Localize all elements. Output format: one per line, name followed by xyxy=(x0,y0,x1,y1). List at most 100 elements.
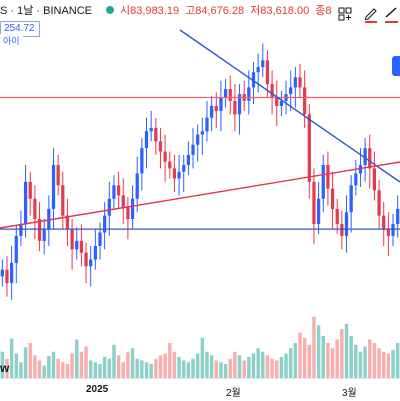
candle-body[interactable] xyxy=(377,190,381,216)
candle-body[interactable] xyxy=(228,89,232,101)
candle-body[interactable] xyxy=(270,84,274,98)
candle-body[interactable] xyxy=(182,165,186,172)
candle-body[interactable] xyxy=(79,240,84,253)
candle-body[interactable] xyxy=(89,259,93,267)
candle-body[interactable] xyxy=(75,240,79,250)
candle-body[interactable] xyxy=(0,269,4,277)
candle-body[interactable] xyxy=(23,181,28,225)
candle-body[interactable] xyxy=(386,229,390,236)
candle-body[interactable] xyxy=(372,168,377,191)
candle-body[interactable] xyxy=(126,207,130,219)
candle-body[interactable] xyxy=(335,208,339,225)
volume-bar xyxy=(19,362,23,378)
time-axis[interactable]: 2025 2월 3월 xyxy=(0,378,400,401)
candle-body[interactable] xyxy=(265,60,270,84)
candle-body[interactable] xyxy=(275,97,279,106)
candle-body[interactable] xyxy=(326,165,330,189)
candle-body[interactable] xyxy=(47,208,51,230)
candle-body[interactable] xyxy=(321,165,325,199)
candle-body[interactable] xyxy=(140,148,144,174)
line-tool-icon[interactable] xyxy=(382,0,400,28)
candle-body[interactable] xyxy=(247,87,251,101)
candle-body[interactable] xyxy=(56,165,60,186)
candle-body[interactable] xyxy=(168,161,172,169)
candle-body[interactable] xyxy=(70,229,74,250)
pencil-icon[interactable] xyxy=(358,0,384,28)
candle-body[interactable] xyxy=(93,246,97,260)
drawings[interactable] xyxy=(0,29,400,230)
candle-body[interactable] xyxy=(210,105,214,118)
candle-body[interactable] xyxy=(186,154,190,165)
candle-body[interactable] xyxy=(363,148,367,165)
candle-body[interactable] xyxy=(98,232,102,247)
candle-body[interactable] xyxy=(33,198,37,219)
candle-body[interactable] xyxy=(19,224,23,236)
candle-body[interactable] xyxy=(261,60,265,68)
candle-body[interactable] xyxy=(51,165,56,209)
candle-body[interactable] xyxy=(354,173,358,186)
candle-body[interactable] xyxy=(349,185,353,213)
candle-body[interactable] xyxy=(107,198,111,216)
candle-body[interactable] xyxy=(233,100,237,115)
candle-body[interactable] xyxy=(84,252,88,267)
volume-bar xyxy=(28,343,32,378)
candle-body[interactable] xyxy=(303,87,307,115)
candle-body[interactable] xyxy=(382,215,386,230)
candle-body[interactable] xyxy=(116,185,121,196)
candle-body[interactable] xyxy=(28,181,32,199)
candle-body[interactable] xyxy=(205,117,209,132)
candle-body[interactable] xyxy=(340,224,344,236)
candle-body[interactable] xyxy=(368,148,372,169)
candle-body[interactable] xyxy=(256,67,260,73)
candle-body[interactable] xyxy=(316,198,321,225)
candle-body[interactable] xyxy=(135,173,139,199)
candle-body[interactable] xyxy=(177,171,181,179)
time-axis-label-2025: 2025 xyxy=(86,384,109,395)
volume-bar xyxy=(163,353,167,378)
downtrend-line[interactable] xyxy=(179,29,400,183)
candle-body[interactable] xyxy=(293,77,297,88)
candle-body[interactable] xyxy=(163,151,167,162)
candle-body[interactable] xyxy=(158,141,163,152)
candle-body[interactable] xyxy=(14,235,18,263)
candle-body[interactable] xyxy=(289,87,293,95)
candle-body[interactable] xyxy=(200,131,204,135)
candles[interactable] xyxy=(0,43,400,301)
candle-body[interactable] xyxy=(279,100,284,106)
uptrend-line[interactable] xyxy=(0,161,400,229)
candle-body[interactable] xyxy=(10,262,14,284)
volume-bar xyxy=(14,353,19,378)
volume-bar xyxy=(321,336,325,378)
candle-body[interactable] xyxy=(172,168,177,179)
candle-body[interactable] xyxy=(330,188,335,209)
candle-body[interactable] xyxy=(154,127,158,142)
candle-body[interactable] xyxy=(251,72,256,88)
candle-body[interactable] xyxy=(61,185,65,216)
candle-body[interactable] xyxy=(396,208,400,225)
candle-body[interactable] xyxy=(112,185,116,199)
candle-body[interactable] xyxy=(42,229,46,241)
candle-body[interactable] xyxy=(219,97,223,112)
candle-body[interactable] xyxy=(121,195,125,208)
candle-body[interactable] xyxy=(344,212,349,236)
volume-bar xyxy=(270,358,274,378)
candle-body[interactable] xyxy=(214,105,218,111)
candle-body[interactable] xyxy=(196,134,200,145)
candle-body[interactable] xyxy=(37,219,42,241)
candle-body[interactable] xyxy=(191,144,195,155)
candle-body[interactable] xyxy=(307,114,311,182)
candle-body[interactable] xyxy=(65,215,70,230)
candle-body[interactable] xyxy=(144,131,149,149)
candle-body[interactable] xyxy=(103,215,107,233)
candle-body[interactable] xyxy=(130,198,135,219)
candle-body[interactable] xyxy=(237,94,242,115)
candle-body[interactable] xyxy=(223,89,228,98)
candle-body[interactable] xyxy=(5,269,9,284)
candle-body[interactable] xyxy=(312,181,316,225)
shapes-icon[interactable] xyxy=(332,0,358,28)
candle-body[interactable] xyxy=(391,224,395,236)
candle-body[interactable] xyxy=(149,127,153,132)
candle-body[interactable] xyxy=(298,77,302,88)
symbol-text[interactable]: S · 1날 · BINANCE xyxy=(0,5,93,17)
